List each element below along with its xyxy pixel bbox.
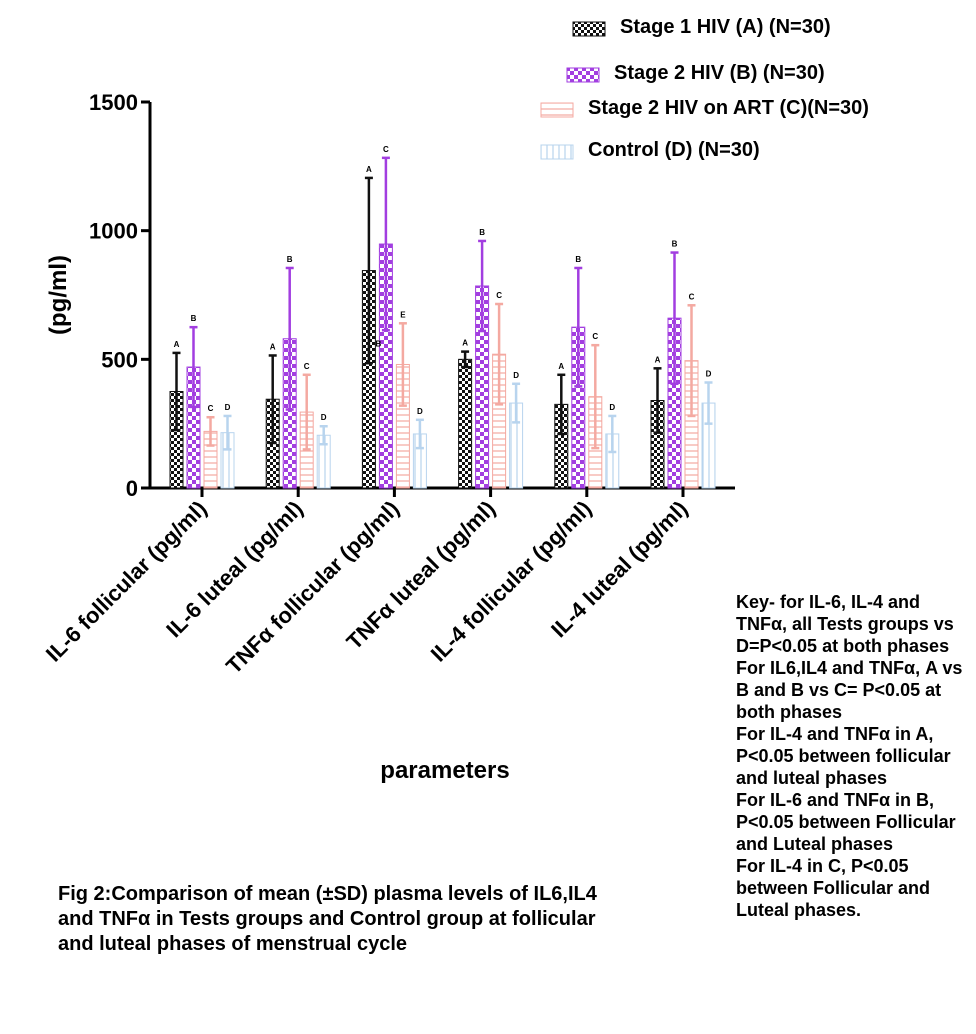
legend-label-stage2-art: Stage 2 HIV on ART (C)(N=30) [588, 97, 869, 119]
significance-label: C [383, 145, 389, 154]
legend-label-control: Control (D) (N=30) [588, 139, 760, 161]
significance-label: D [225, 403, 231, 412]
x-tick-label: TNFα follicular (pg/ml) [221, 496, 404, 679]
legend-swatch-stage2 [566, 66, 600, 82]
y-tick-label: 1500 [89, 90, 138, 115]
significance-label: B [376, 340, 382, 349]
legend-label-stage2: Stage 2 HIV (B) (N=30) [614, 62, 825, 84]
legend-swatch-stage2-art [540, 101, 574, 117]
x-tick-label: IL-6 follicular (pg/ml) [41, 496, 212, 667]
y-axis-title: (pg/ml) [45, 255, 72, 335]
significance-label: A [366, 165, 372, 174]
significance-label: A [655, 355, 661, 364]
x-tick-label: IL-4 follicular (pg/ml) [426, 496, 597, 667]
legend-item-control: Control (D) (N=30) [540, 139, 760, 162]
significance-label: C [496, 291, 502, 300]
significance-label: A [462, 339, 468, 348]
chart-bars [169, 156, 716, 489]
significance-label: C [592, 332, 598, 341]
chart-axes: 0 500 1000 1500 (pg/ml) parameters [45, 90, 735, 784]
significance-label: B [287, 255, 293, 264]
legend-item-stage1: Stage 1 HIV (A) (N=30) [572, 16, 831, 39]
legend-swatch-control [540, 143, 574, 159]
legend-swatch-stage1 [572, 20, 606, 36]
x-axis-title: parameters [380, 757, 509, 784]
figure-caption: Fig 2:Comparison of mean (±SD) plasma le… [58, 883, 597, 955]
significance-label: D [609, 403, 615, 412]
significance-label: C [689, 292, 695, 301]
significance-label: A [174, 340, 180, 349]
chart-labels: IL-6 follicular (pg/ml)ABC DIL-6 luteal (… [41, 145, 712, 679]
significance-label: E [400, 310, 406, 319]
legend-item-stage2: Stage 2 HIV (B) (N=30) [566, 62, 825, 85]
significance-label: A [558, 362, 564, 371]
legend-item-stage2-art: Stage 2 HIV on ART (C)(N=30) [540, 97, 869, 120]
y-tick-label: 1000 [89, 219, 138, 244]
significance-label: A [270, 342, 276, 351]
significance-key: Key- for IL-6, IL-4 and TNFα, all Tests … [736, 592, 963, 920]
significance-label: B [672, 240, 678, 249]
significance-label: B [575, 255, 581, 264]
legend-label-stage1: Stage 1 HIV (A) (N=30) [620, 16, 831, 38]
bar [458, 358, 473, 489]
significance-label: B [479, 228, 485, 237]
significance-label: D [513, 371, 519, 380]
significance-label: D [321, 413, 327, 422]
y-tick-label: 0 [126, 476, 138, 501]
significance-label: B [191, 314, 197, 323]
significance-label: C [304, 362, 310, 371]
y-tick-label: 500 [101, 347, 138, 372]
significance-label: D [417, 407, 423, 416]
significance-label: C [208, 404, 214, 413]
significance-label: D [706, 369, 712, 378]
